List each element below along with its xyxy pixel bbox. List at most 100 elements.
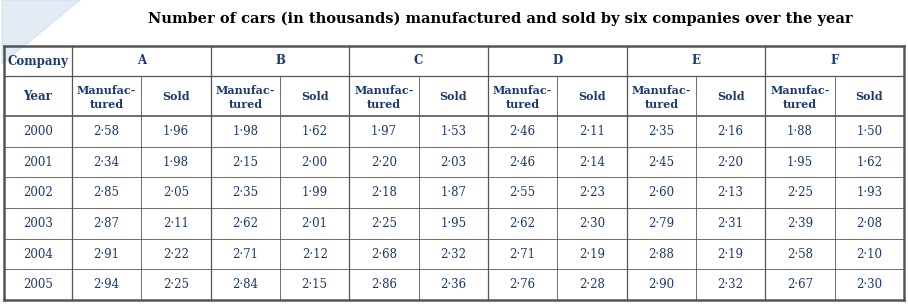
Text: 2·11: 2·11 xyxy=(163,217,189,230)
Text: 2002: 2002 xyxy=(23,186,53,199)
Text: 2·22: 2·22 xyxy=(163,247,189,261)
Text: 2·30: 2·30 xyxy=(856,278,883,291)
Text: 2·85: 2·85 xyxy=(94,186,120,199)
Text: 2·71: 2·71 xyxy=(232,247,259,261)
Text: tured: tured xyxy=(506,98,539,109)
Text: 2·08: 2·08 xyxy=(856,217,883,230)
Text: 2003: 2003 xyxy=(23,217,53,230)
Text: 2·91: 2·91 xyxy=(94,247,120,261)
Text: 2·39: 2·39 xyxy=(787,217,813,230)
Text: 2·03: 2·03 xyxy=(440,156,467,168)
Text: 2·86: 2·86 xyxy=(371,278,397,291)
Text: 2·62: 2·62 xyxy=(232,217,259,230)
Text: 2·79: 2·79 xyxy=(648,217,675,230)
Text: 2·31: 2·31 xyxy=(717,217,744,230)
Text: 1·95: 1·95 xyxy=(440,217,467,230)
Text: Sold: Sold xyxy=(716,91,745,102)
Text: Manufac-: Manufac- xyxy=(770,85,830,95)
Text: 1·88: 1·88 xyxy=(787,125,813,138)
Text: Manufac-: Manufac- xyxy=(77,85,136,95)
Text: 1·62: 1·62 xyxy=(301,125,328,138)
Text: 2·14: 2·14 xyxy=(579,156,605,168)
Text: 2·58: 2·58 xyxy=(94,125,120,138)
Text: Year: Year xyxy=(24,89,53,102)
Text: 2·19: 2·19 xyxy=(579,247,605,261)
Text: 2·68: 2·68 xyxy=(371,247,397,261)
Text: 2·10: 2·10 xyxy=(856,247,883,261)
Text: D: D xyxy=(552,54,562,67)
Text: 2·58: 2·58 xyxy=(787,247,813,261)
Text: 1·98: 1·98 xyxy=(232,125,259,138)
Text: E: E xyxy=(692,54,700,67)
Text: 1·87: 1·87 xyxy=(440,186,467,199)
Text: 2·34: 2·34 xyxy=(94,156,120,168)
Text: 1·53: 1·53 xyxy=(440,125,467,138)
Text: tured: tured xyxy=(645,98,678,109)
Text: tured: tured xyxy=(90,98,123,109)
Text: Sold: Sold xyxy=(578,91,606,102)
Text: 2·35: 2·35 xyxy=(648,125,675,138)
Text: 2000: 2000 xyxy=(23,125,53,138)
Text: 2·62: 2·62 xyxy=(509,217,536,230)
Text: 2·20: 2·20 xyxy=(717,156,744,168)
Text: F: F xyxy=(831,54,839,67)
Text: 2·18: 2·18 xyxy=(371,186,397,199)
Text: 2·32: 2·32 xyxy=(717,278,744,291)
Text: 2·67: 2·67 xyxy=(787,278,813,291)
Text: 2·28: 2·28 xyxy=(579,278,605,291)
Text: 2·25: 2·25 xyxy=(371,217,397,230)
Text: 2·36: 2·36 xyxy=(440,278,467,291)
Text: 2·15: 2·15 xyxy=(232,156,259,168)
Text: 2·15: 2·15 xyxy=(301,278,328,291)
Text: 2·46: 2·46 xyxy=(509,156,536,168)
Text: 2·46: 2·46 xyxy=(509,125,536,138)
Text: 2·94: 2·94 xyxy=(94,278,120,291)
Text: Manufac-: Manufac- xyxy=(493,85,552,95)
Text: Number of cars (in thousands) manufactured and sold by six companies over the ye: Number of cars (in thousands) manufactur… xyxy=(148,12,853,26)
Text: 2004: 2004 xyxy=(23,247,53,261)
Text: 2·13: 2·13 xyxy=(717,186,744,199)
Text: A: A xyxy=(137,54,146,67)
Text: 2·32: 2·32 xyxy=(440,247,467,261)
Text: B: B xyxy=(275,54,285,67)
Text: 2·19: 2·19 xyxy=(717,247,744,261)
Text: 1·96: 1·96 xyxy=(163,125,189,138)
Text: 2·23: 2·23 xyxy=(579,186,605,199)
Text: 2·87: 2·87 xyxy=(94,217,120,230)
Text: Sold: Sold xyxy=(301,91,329,102)
Text: 2·00: 2·00 xyxy=(301,156,328,168)
Text: Company: Company xyxy=(7,54,68,67)
Text: 2·25: 2·25 xyxy=(787,186,813,199)
Text: 1·97: 1·97 xyxy=(371,125,397,138)
Text: 1·93: 1·93 xyxy=(856,186,883,199)
Text: 2·20: 2·20 xyxy=(371,156,397,168)
Text: 1·50: 1·50 xyxy=(856,125,883,138)
Text: 2·45: 2·45 xyxy=(648,156,675,168)
Text: 2·71: 2·71 xyxy=(509,247,536,261)
Text: 2·60: 2·60 xyxy=(648,186,675,199)
Text: 1·62: 1·62 xyxy=(856,156,883,168)
Text: 2·35: 2·35 xyxy=(232,186,259,199)
Text: tured: tured xyxy=(367,98,401,109)
Text: Sold: Sold xyxy=(439,91,467,102)
Text: 2·55: 2·55 xyxy=(509,186,536,199)
Text: 2·76: 2·76 xyxy=(509,278,536,291)
Text: 2·25: 2·25 xyxy=(163,278,189,291)
Text: 2·01: 2·01 xyxy=(301,217,328,230)
Text: 2001: 2001 xyxy=(23,156,53,168)
Text: 2·05: 2·05 xyxy=(163,186,189,199)
Text: 2005: 2005 xyxy=(23,278,53,291)
Text: Sold: Sold xyxy=(163,91,190,102)
Text: Manufac-: Manufac- xyxy=(215,85,275,95)
Text: Manufac-: Manufac- xyxy=(354,85,414,95)
Text: 1·99: 1·99 xyxy=(301,186,328,199)
Text: 1·95: 1·95 xyxy=(787,156,813,168)
Text: Sold: Sold xyxy=(855,91,883,102)
Text: tured: tured xyxy=(783,98,817,109)
Text: tured: tured xyxy=(228,98,262,109)
Text: Manufac-: Manufac- xyxy=(632,85,691,95)
Text: C: C xyxy=(414,54,423,67)
Text: 2·11: 2·11 xyxy=(579,125,605,138)
Text: 1·98: 1·98 xyxy=(163,156,189,168)
Polygon shape xyxy=(2,0,80,64)
